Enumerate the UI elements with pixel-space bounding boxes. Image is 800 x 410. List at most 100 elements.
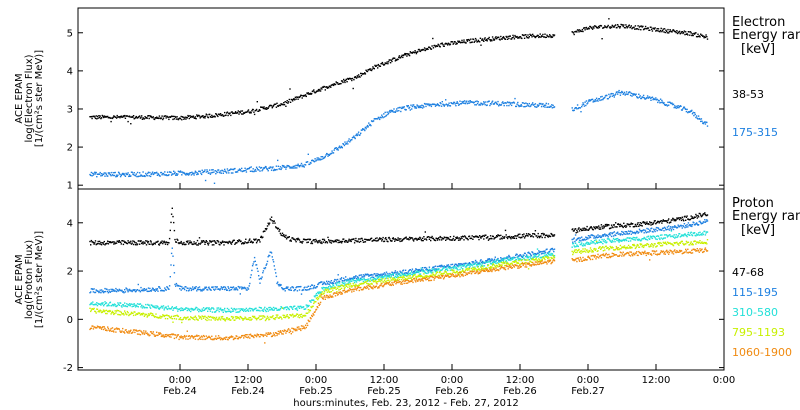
- proton-data-point: [697, 232, 700, 234]
- proton-data-point: [328, 239, 330, 241]
- proton-data-point: [415, 277, 418, 279]
- electron-data-point: [624, 94, 626, 96]
- proton-data-point: [589, 227, 591, 229]
- electron-data-point: [583, 103, 585, 106]
- electron-data-point: [701, 120, 703, 122]
- electron-data-point: [234, 111, 237, 113]
- proton-data-point: [427, 272, 429, 274]
- proton-data-point: [158, 286, 161, 288]
- proton-data-point: [169, 276, 171, 278]
- electron-data-point: [600, 99, 603, 101]
- proton-data-point: [328, 283, 331, 285]
- electron-data-point: [611, 95, 613, 97]
- proton-data-point: [255, 307, 257, 309]
- electron-data-point: [132, 116, 134, 118]
- proton-data-point: [375, 282, 377, 284]
- proton-data-point: [672, 218, 675, 220]
- electron-data-point: [463, 39, 465, 41]
- proton-data-point: [255, 242, 258, 244]
- proton-data-point: [236, 317, 239, 319]
- proton-data-point: [147, 242, 149, 244]
- proton-data-point: [117, 313, 119, 316]
- proton-data-point: [90, 291, 92, 293]
- proton-data-point: [649, 235, 652, 237]
- proton-data-point: [136, 305, 138, 307]
- proton-data-point: [93, 243, 95, 245]
- proton-data-point: [338, 289, 340, 291]
- proton-data-point: [387, 276, 390, 278]
- proton-data-point: [612, 235, 615, 237]
- proton-data-point: [389, 238, 391, 240]
- proton-data-point: [486, 236, 488, 239]
- electron-data-point: [361, 129, 363, 131]
- electron-data-point: [598, 25, 600, 28]
- electron-data-point: [238, 168, 241, 170]
- electron-data-point: [643, 97, 645, 99]
- electron-data-point: [430, 48, 433, 50]
- electron-data-point: [457, 104, 460, 106]
- electron-data-point: [655, 29, 658, 32]
- proton-data-point: [258, 306, 261, 309]
- proton-data-point: [151, 304, 153, 306]
- electron-data-point: [409, 51, 411, 53]
- proton-data-point: [132, 289, 135, 291]
- electron-data-point: [459, 100, 461, 102]
- proton-data-point: [201, 308, 203, 310]
- proton-data-point: [338, 286, 341, 288]
- proton-data-point: [226, 289, 229, 291]
- proton-data-point: [412, 275, 414, 278]
- proton-data-point: [323, 289, 325, 291]
- x-tick-label-date: Feb.26: [435, 386, 469, 397]
- proton-data-point: [494, 256, 496, 258]
- proton-data-point: [440, 264, 443, 266]
- proton-data-point: [693, 217, 695, 219]
- electron-data-point: [178, 171, 180, 173]
- proton-data-point: [224, 320, 227, 322]
- proton-data-point: [273, 265, 275, 267]
- proton-data-point: [685, 235, 688, 237]
- proton-data-point: [506, 236, 508, 238]
- proton-data-point: [104, 287, 106, 290]
- proton-data-point: [471, 261, 473, 263]
- proton-data-point: [305, 289, 307, 291]
- proton-data-point: [451, 263, 454, 266]
- electron-data-point: [529, 33, 531, 36]
- electron-data-point: [500, 104, 503, 106]
- electron-legend-entry: 38-53: [732, 88, 764, 101]
- electron-data-point: [578, 29, 581, 31]
- electron-data-point: [439, 46, 441, 48]
- proton-data-point: [706, 219, 708, 221]
- proton-data-point: [690, 224, 692, 226]
- electron-data-point: [354, 137, 356, 140]
- proton-data-point: [366, 279, 368, 281]
- proton-data-point: [168, 285, 171, 287]
- electron-data-point: [489, 39, 491, 41]
- proton-data-point: [174, 238, 176, 241]
- proton-data-point: [198, 315, 200, 317]
- proton-data-point: [428, 266, 431, 268]
- proton-data-point: [364, 238, 366, 240]
- electron-data-point: [211, 171, 214, 174]
- proton-data-point: [491, 261, 494, 264]
- electron-data-point: [123, 115, 125, 118]
- proton-data-point: [262, 310, 265, 312]
- electron-data-point: [546, 34, 548, 36]
- proton-data-point: [484, 234, 486, 236]
- proton-data-point: [263, 315, 265, 318]
- proton-data-point: [705, 232, 707, 234]
- electron-data-point: [448, 102, 450, 104]
- proton-data-point: [155, 313, 157, 315]
- electron-data-point: [485, 101, 487, 103]
- electron-data-point: [102, 116, 105, 119]
- proton-data-point: [379, 280, 382, 282]
- proton-data-point: [503, 262, 505, 264]
- proton-data-point: [441, 237, 443, 239]
- electron-data-point: [704, 36, 707, 39]
- proton-data-point: [606, 234, 609, 237]
- proton-data-point: [186, 309, 188, 312]
- proton-data-point: [120, 243, 122, 245]
- proton-data-point: [421, 267, 424, 269]
- proton-data-point: [471, 264, 473, 266]
- proton-data-point: [144, 306, 146, 309]
- proton-data-point: [534, 230, 537, 232]
